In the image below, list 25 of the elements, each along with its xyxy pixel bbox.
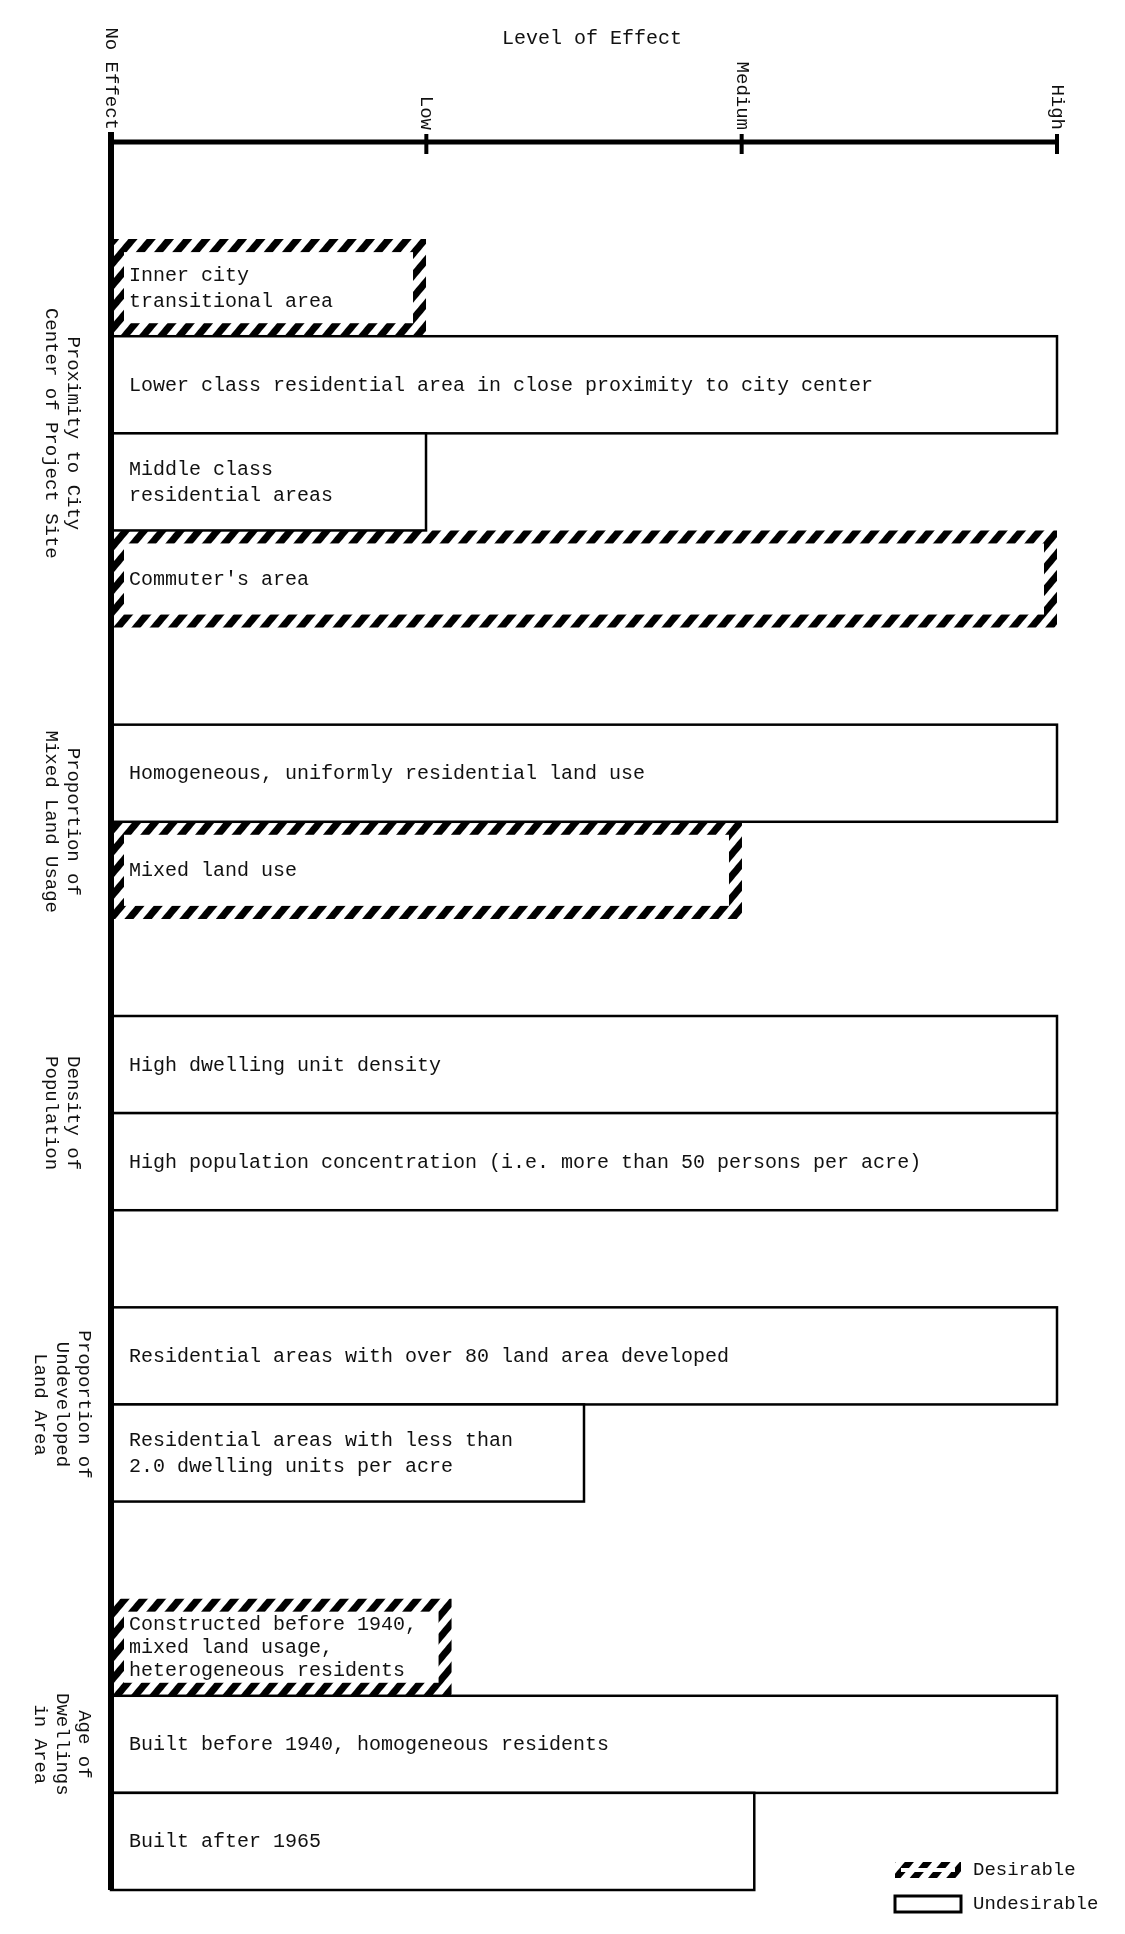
y-tick-label: Residential areas with less than 2.0 dwelling units per acre [129,1428,514,1478]
x-axis-title: Level of Effect [501,27,683,50]
legend-label: Undesirable [973,1893,1099,1915]
y-tick-label: Homogeneous, uniformly residential land use [129,761,646,785]
y-tick-label: Mixed land use [129,858,298,882]
y-tick-label: Middle class residential areas [129,457,334,507]
text: No Effect [100,27,122,130]
text: Proportion of Mixed Land Usage [40,730,84,913]
text: Density of Population [40,1056,84,1171]
text: Medium [730,61,753,130]
y-tick-label: High dwelling unit density [129,1053,442,1077]
y-tick-label: Commuter's area [129,567,310,591]
text: Proportion of Undeveloped Land Area [29,1330,95,1479]
text: Age of Dwellings in Area [29,1693,95,1796]
y-tick-label: Residential areas with over 80 land area developed [129,1344,730,1368]
y-tick-label: Built after 1965 [129,1829,322,1853]
y-tick-label: High population concentration (i.e. more than 50 persons per acre) [129,1150,922,1174]
y-tick-label: Lower class residential area in close proximity to city center [129,373,874,397]
y-tick-label: Constructed before 1940, mixed land usage, heterogeneous residents [129,1612,418,1682]
y-tick-label: Built before 1940, homogeneous residents [129,1732,610,1756]
legend-label: Desirable [973,1859,1076,1881]
y-tick-label: Inner city transitional area [129,263,334,313]
text: Low [415,95,438,131]
text: Proximity to City Center of Project Site [40,307,84,559]
text: High [1046,84,1068,130]
